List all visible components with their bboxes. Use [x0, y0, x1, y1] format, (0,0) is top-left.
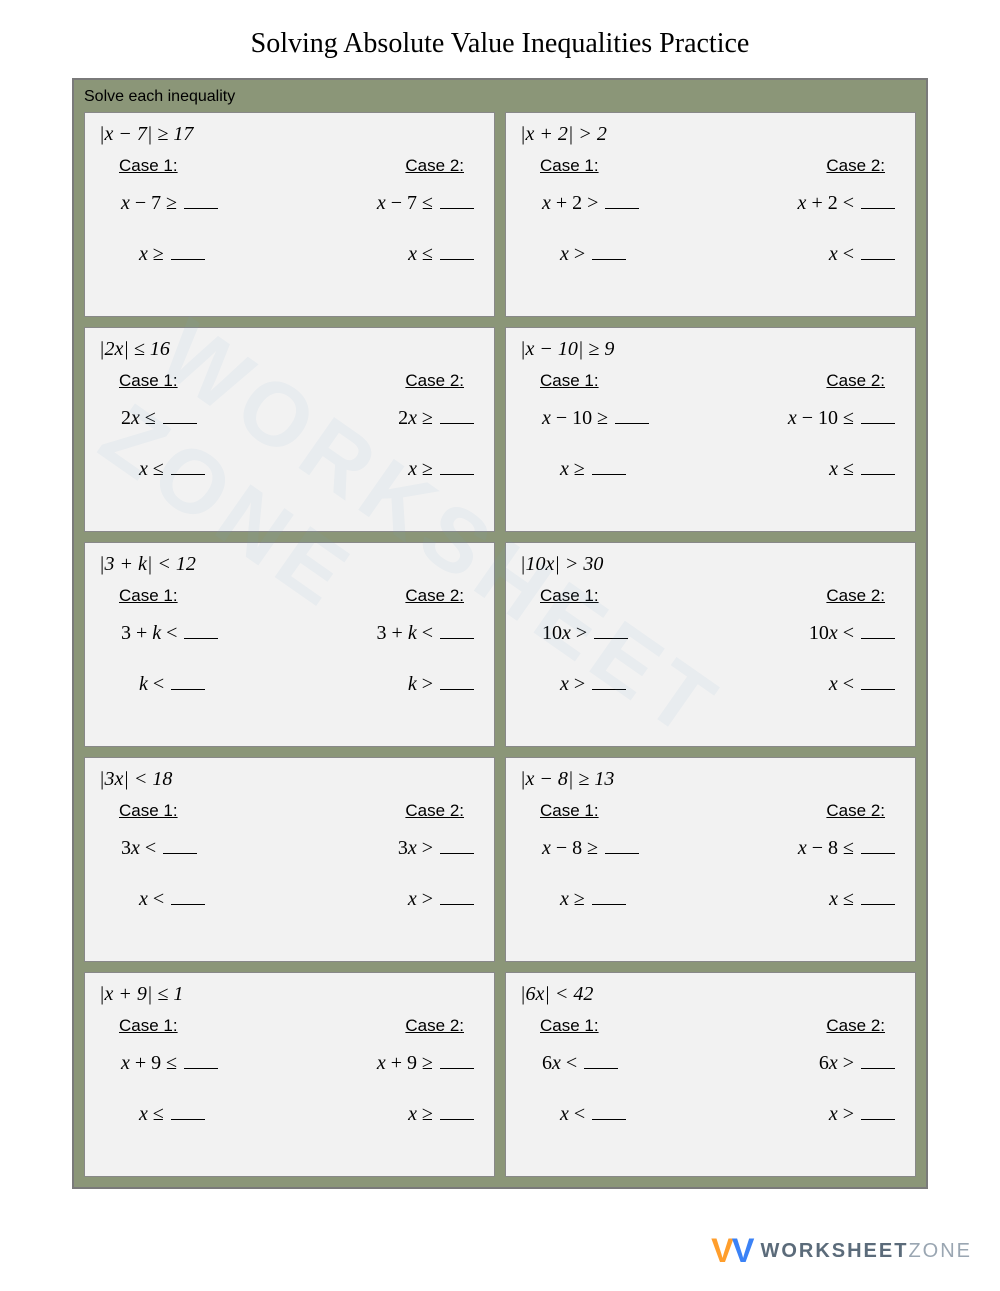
problem-cell: |3 + k| < 12 Case 1: 3 + k < k < Case 2: 3 …: [84, 542, 495, 747]
problem-cell: |6x| < 42 Case 1: 6x < x < Case 2: 6x > x >: [505, 972, 916, 1177]
problem-statement: |x − 10| ≥ 9: [520, 338, 901, 361]
case-2-label: Case 2:: [297, 801, 464, 821]
case-1-step-2[interactable]: k <: [121, 673, 282, 696]
case-2-step-1[interactable]: 3x >: [297, 837, 474, 860]
case-2-step-2[interactable]: k >: [297, 673, 474, 696]
brand-text: WORKSHEETZONE: [760, 1240, 972, 1263]
case-2-step-1[interactable]: x − 8 ≤: [718, 837, 895, 860]
case-1-label: Case 1:: [119, 586, 282, 606]
problem-statement: |x − 7| ≥ 17: [99, 123, 480, 146]
case-1-step-2[interactable]: x ≥: [542, 888, 703, 911]
case-1-step-1[interactable]: x + 2 >: [542, 192, 703, 215]
problem-cell: |2x| ≤ 16 Case 1: 2x ≤ x ≤ Case 2: 2x ≥ x ≥: [84, 327, 495, 532]
worksheet-frame: Solve each inequality |x − 7| ≥ 17 Case 1…: [72, 78, 928, 1189]
case-1-label: Case 1:: [540, 1016, 703, 1036]
problem-cell: |x − 8| ≥ 13 Case 1: x − 8 ≥ x ≥ Case 2: x …: [505, 757, 916, 962]
case-1-step-2[interactable]: x >: [542, 673, 703, 696]
case-1-step-1[interactable]: x + 9 ≤: [121, 1052, 282, 1075]
problem-cell: |3x| < 18 Case 1: 3x < x < Case 2: 3x > x >: [84, 757, 495, 962]
case-2-step-2[interactable]: x ≥: [297, 458, 474, 481]
case-2-step-2[interactable]: x ≤: [718, 458, 895, 481]
case-1-step-2[interactable]: x ≥: [542, 458, 703, 481]
problem-statement: |2x| ≤ 16: [99, 338, 480, 361]
brand-logo: VV WORKSHEETZONE: [711, 1232, 972, 1271]
case-1-step-1[interactable]: 3 + k <: [121, 622, 282, 645]
case-2-label: Case 2:: [718, 156, 885, 176]
case-1-step-2[interactable]: x >: [542, 243, 703, 266]
case-1-label: Case 1:: [540, 156, 703, 176]
case-1-step-2[interactable]: x ≤: [121, 1103, 282, 1126]
instruction-text: Solve each inequality: [74, 80, 926, 112]
problem-statement: |x + 9| ≤ 1: [99, 983, 480, 1006]
case-2-step-2[interactable]: x ≤: [718, 888, 895, 911]
case-2-step-1[interactable]: x + 2 <: [718, 192, 895, 215]
logo-w-icon: VV: [711, 1232, 752, 1271]
case-1-step-1[interactable]: 10x >: [542, 622, 703, 645]
case-1-step-1[interactable]: x − 7 ≥: [121, 192, 282, 215]
case-1-step-2[interactable]: x <: [542, 1103, 703, 1126]
case-2-step-1[interactable]: x − 7 ≤: [297, 192, 474, 215]
case-1-label: Case 1:: [119, 156, 282, 176]
case-2-step-1[interactable]: 3 + k <: [297, 622, 474, 645]
case-1-step-1[interactable]: 6x <: [542, 1052, 703, 1075]
case-2-step-2[interactable]: x >: [718, 1103, 895, 1126]
case-2-label: Case 2:: [297, 1016, 464, 1036]
case-2-step-2[interactable]: x ≥: [297, 1103, 474, 1126]
case-2-step-2[interactable]: x ≤: [297, 243, 474, 266]
case-2-label: Case 2:: [297, 371, 464, 391]
case-1-label: Case 1:: [540, 801, 703, 821]
case-1-step-1[interactable]: x − 10 ≥: [542, 407, 703, 430]
case-2-step-1[interactable]: 2x ≥: [297, 407, 474, 430]
case-2-step-1[interactable]: x + 9 ≥: [297, 1052, 474, 1075]
case-2-label: Case 2:: [718, 371, 885, 391]
case-1-label: Case 1:: [540, 371, 703, 391]
case-1-label: Case 1:: [540, 586, 703, 606]
case-1-step-2[interactable]: x <: [121, 888, 282, 911]
case-2-label: Case 2:: [297, 586, 464, 606]
case-1-step-2[interactable]: x ≤: [121, 458, 282, 481]
case-1-step-1[interactable]: 2x ≤: [121, 407, 282, 430]
brand-sub: ZONE: [908, 1240, 972, 1262]
page-title: Solving Absolute Value Inequalities Prac…: [0, 0, 1000, 78]
case-2-step-2[interactable]: x >: [297, 888, 474, 911]
problem-cell: |x − 7| ≥ 17 Case 1: x − 7 ≥ x ≥ Case 2: x …: [84, 112, 495, 317]
problem-statement: |6x| < 42: [520, 983, 901, 1006]
case-2-label: Case 2:: [718, 801, 885, 821]
case-2-step-2[interactable]: x <: [718, 243, 895, 266]
problem-statement: |3 + k| < 12: [99, 553, 480, 576]
case-1-step-1[interactable]: 3x <: [121, 837, 282, 860]
brand-main: WORKSHEET: [760, 1240, 908, 1262]
case-1-label: Case 1:: [119, 1016, 282, 1036]
problem-statement: |10x| > 30: [520, 553, 901, 576]
case-1-label: Case 1:: [119, 801, 282, 821]
problem-cell: |x + 2| > 2 Case 1: x + 2 > x > Case 2: x +…: [505, 112, 916, 317]
case-2-step-1[interactable]: 10x <: [718, 622, 895, 645]
case-1-step-2[interactable]: x ≥: [121, 243, 282, 266]
problem-statement: |3x| < 18: [99, 768, 480, 791]
problem-cell: |10x| > 30Case 1:10x > x > Case 2:10x < …: [505, 542, 916, 747]
problem-cell: |x − 10| ≥ 9 Case 1: x − 10 ≥ x ≥ Case 2: x…: [505, 327, 916, 532]
case-2-label: Case 2:: [718, 1016, 885, 1036]
case-2-label: Case 2:: [297, 156, 464, 176]
case-2-label: Case 2:: [718, 586, 885, 606]
case-1-label: Case 1:: [119, 371, 282, 391]
problem-cell: |x + 9| ≤ 1 Case 1: x + 9 ≤ x ≤ Case 2: x +…: [84, 972, 495, 1177]
case-2-step-1[interactable]: 6x >: [718, 1052, 895, 1075]
case-1-step-1[interactable]: x − 8 ≥: [542, 837, 703, 860]
problem-statement: |x + 2| > 2: [520, 123, 901, 146]
case-2-step-2[interactable]: x <: [718, 673, 895, 696]
problem-statement: |x − 8| ≥ 13: [520, 768, 901, 791]
case-2-step-1[interactable]: x − 10 ≤: [718, 407, 895, 430]
problem-grid: |x − 7| ≥ 17 Case 1: x − 7 ≥ x ≥ Case 2: x …: [74, 112, 926, 1187]
